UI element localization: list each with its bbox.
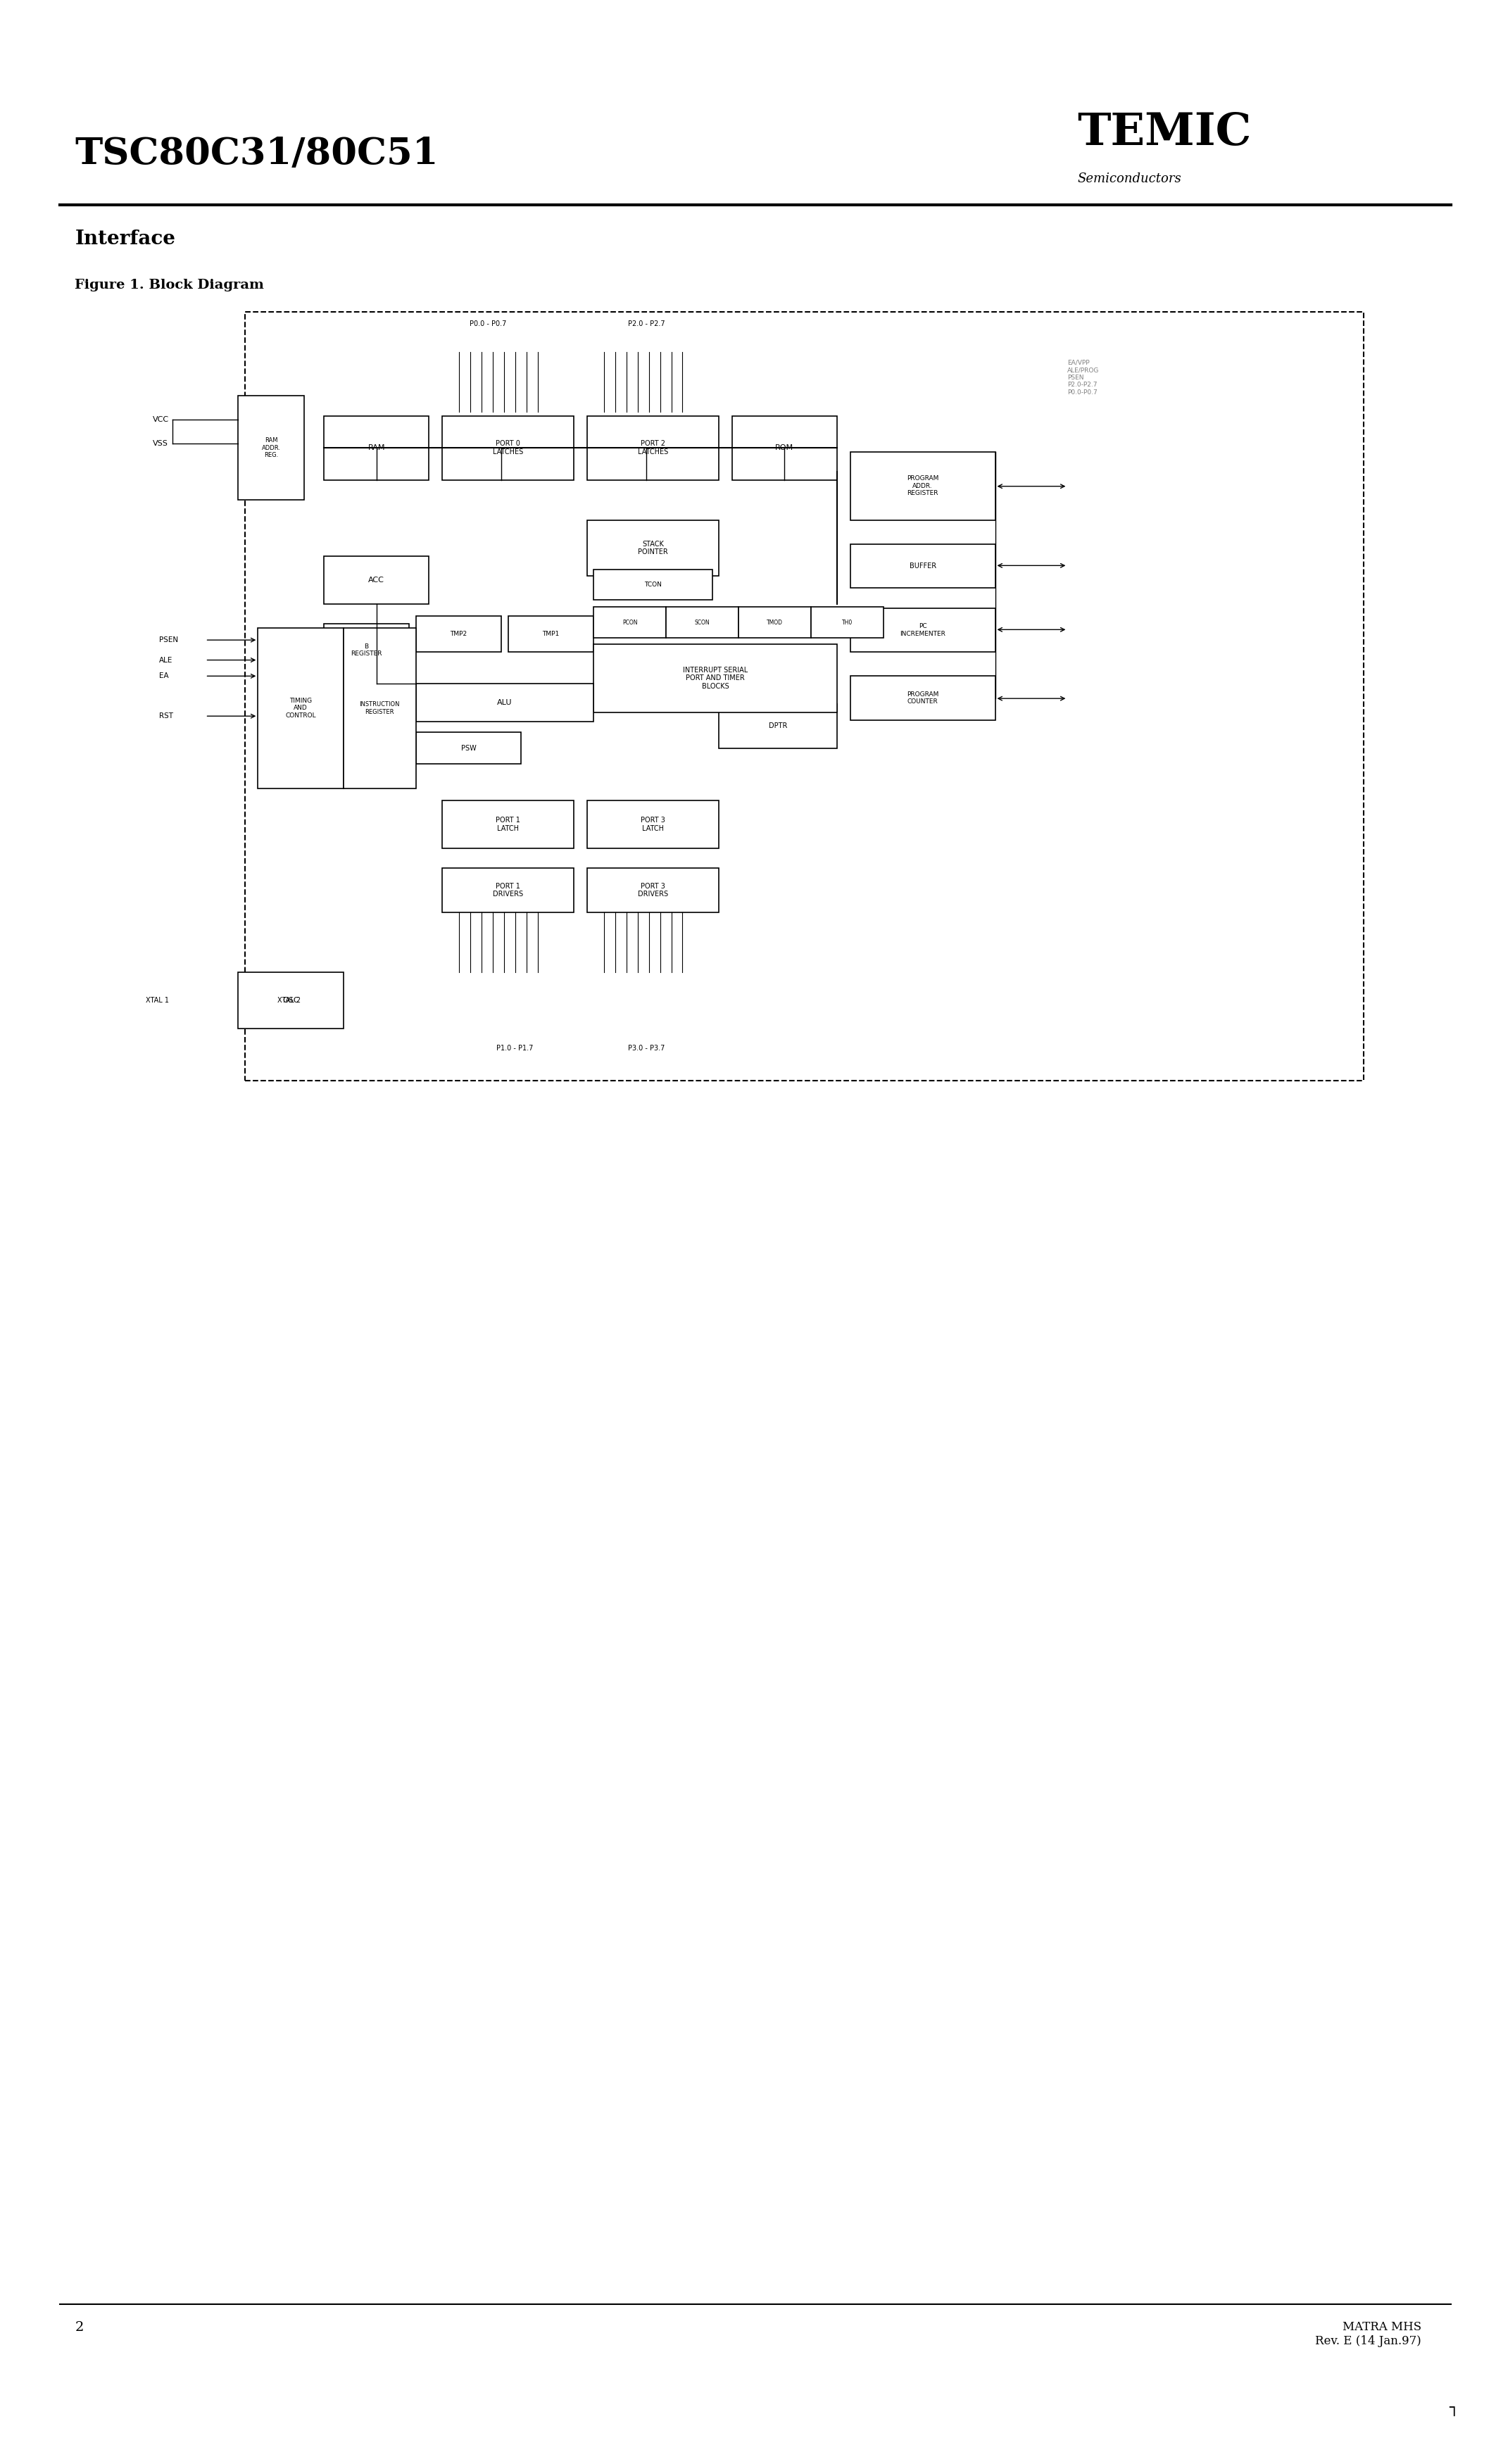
FancyBboxPatch shape (238, 397, 304, 500)
Text: RAM
ADDR.
REG.: RAM ADDR. REG. (262, 436, 281, 458)
FancyBboxPatch shape (443, 801, 574, 848)
Text: PORT 0
LATCHES: PORT 0 LATCHES (492, 441, 524, 456)
Text: P0.0 - P0.7: P0.0 - P0.7 (470, 320, 507, 328)
FancyBboxPatch shape (850, 675, 995, 719)
FancyBboxPatch shape (416, 616, 501, 653)
FancyBboxPatch shape (594, 643, 838, 712)
Text: TMP2: TMP2 (450, 631, 467, 638)
Text: OSC: OSC (283, 998, 299, 1003)
Text: XTAL 1: XTAL 1 (147, 998, 169, 1003)
FancyBboxPatch shape (416, 683, 594, 722)
Text: TMOD: TMOD (766, 618, 782, 626)
Text: P2.0 - P2.7: P2.0 - P2.7 (628, 320, 664, 328)
FancyBboxPatch shape (257, 628, 344, 788)
Text: TH0: TH0 (842, 618, 853, 626)
FancyBboxPatch shape (238, 973, 344, 1027)
Text: PSEN: PSEN (159, 636, 178, 643)
FancyBboxPatch shape (586, 520, 718, 577)
FancyBboxPatch shape (443, 416, 574, 480)
Text: PROGRAM
ADDR.
REGISTER: PROGRAM ADDR. REGISTER (907, 476, 938, 495)
FancyBboxPatch shape (850, 451, 995, 520)
FancyBboxPatch shape (594, 606, 666, 638)
Text: RAM: RAM (368, 444, 384, 451)
Text: RST: RST (159, 712, 174, 719)
Text: VCC: VCC (153, 416, 169, 424)
FancyBboxPatch shape (323, 557, 429, 604)
FancyBboxPatch shape (739, 606, 811, 638)
Text: TMP1: TMP1 (542, 631, 560, 638)
Text: TCON: TCON (645, 582, 661, 589)
FancyBboxPatch shape (323, 623, 410, 675)
Text: PCON: PCON (622, 618, 637, 626)
FancyBboxPatch shape (718, 705, 838, 749)
Text: TIMING
AND
CONTROL: TIMING AND CONTROL (286, 697, 316, 719)
Text: ALU: ALU (497, 700, 512, 707)
FancyBboxPatch shape (245, 313, 1364, 1079)
Text: EA: EA (159, 673, 169, 680)
FancyBboxPatch shape (509, 616, 594, 653)
Text: ┐: ┐ (1450, 2402, 1459, 2417)
FancyBboxPatch shape (732, 416, 838, 480)
Text: PORT 3
LATCH: PORT 3 LATCH (640, 816, 666, 833)
Text: PORT 2
LATCHES: PORT 2 LATCHES (637, 441, 669, 456)
Text: ACC: ACC (368, 577, 384, 584)
FancyBboxPatch shape (811, 606, 883, 638)
FancyBboxPatch shape (586, 801, 718, 848)
Text: TSC80C31/80C51: TSC80C31/80C51 (75, 136, 438, 172)
Text: PORT 1
DRIVERS: PORT 1 DRIVERS (492, 882, 524, 897)
Text: STACK
POINTER: STACK POINTER (637, 540, 667, 554)
Text: EA/VPP
ALE/PROG
PSEN
P2.0-P2.7
P0.0-P0.7: EA/VPP ALE/PROG PSEN P2.0-P2.7 P0.0-P0.7 (1068, 360, 1100, 394)
Text: ROM: ROM (775, 444, 794, 451)
FancyBboxPatch shape (666, 606, 739, 638)
FancyBboxPatch shape (586, 416, 718, 480)
Text: BUFFER: BUFFER (910, 562, 936, 569)
FancyBboxPatch shape (443, 867, 574, 912)
Text: PSW: PSW (461, 744, 476, 752)
Text: PORT 3
DRIVERS: PORT 3 DRIVERS (637, 882, 669, 897)
Text: P1.0 - P1.7: P1.0 - P1.7 (497, 1045, 533, 1052)
Text: PROGRAM
COUNTER: PROGRAM COUNTER (907, 692, 938, 705)
Text: Semiconductors: Semiconductors (1077, 172, 1182, 185)
FancyBboxPatch shape (594, 569, 712, 599)
Text: ALE: ALE (159, 655, 174, 663)
Text: VSS: VSS (153, 441, 168, 448)
Text: PC
INCREMENTER: PC INCREMENTER (901, 623, 945, 636)
Text: B
REGISTER: B REGISTER (352, 643, 381, 658)
Text: SCON: SCON (694, 618, 709, 626)
FancyBboxPatch shape (416, 732, 521, 764)
FancyBboxPatch shape (586, 867, 718, 912)
Text: XTAL 2: XTAL 2 (278, 998, 301, 1003)
Text: MATRA MHS
Rev. E (14 Jan.97): MATRA MHS Rev. E (14 Jan.97) (1315, 2321, 1421, 2346)
Text: DPTR: DPTR (769, 722, 787, 729)
FancyBboxPatch shape (344, 628, 416, 788)
Text: P3.0 - P3.7: P3.0 - P3.7 (628, 1045, 664, 1052)
FancyBboxPatch shape (323, 416, 429, 480)
Text: INTERRUPT SERIAL
PORT AND TIMER
BLOCKS: INTERRUPT SERIAL PORT AND TIMER BLOCKS (682, 665, 748, 690)
Text: Figure 1. Block Diagram: Figure 1. Block Diagram (75, 278, 265, 291)
FancyBboxPatch shape (850, 609, 995, 653)
FancyBboxPatch shape (850, 545, 995, 589)
Text: Interface: Interface (75, 229, 175, 249)
Text: TEMIC: TEMIC (1077, 111, 1251, 153)
Text: PORT 1
LATCH: PORT 1 LATCH (495, 816, 521, 833)
Text: INSTRUCTION
REGISTER: INSTRUCTION REGISTER (359, 702, 399, 715)
Text: 2: 2 (75, 2321, 84, 2333)
